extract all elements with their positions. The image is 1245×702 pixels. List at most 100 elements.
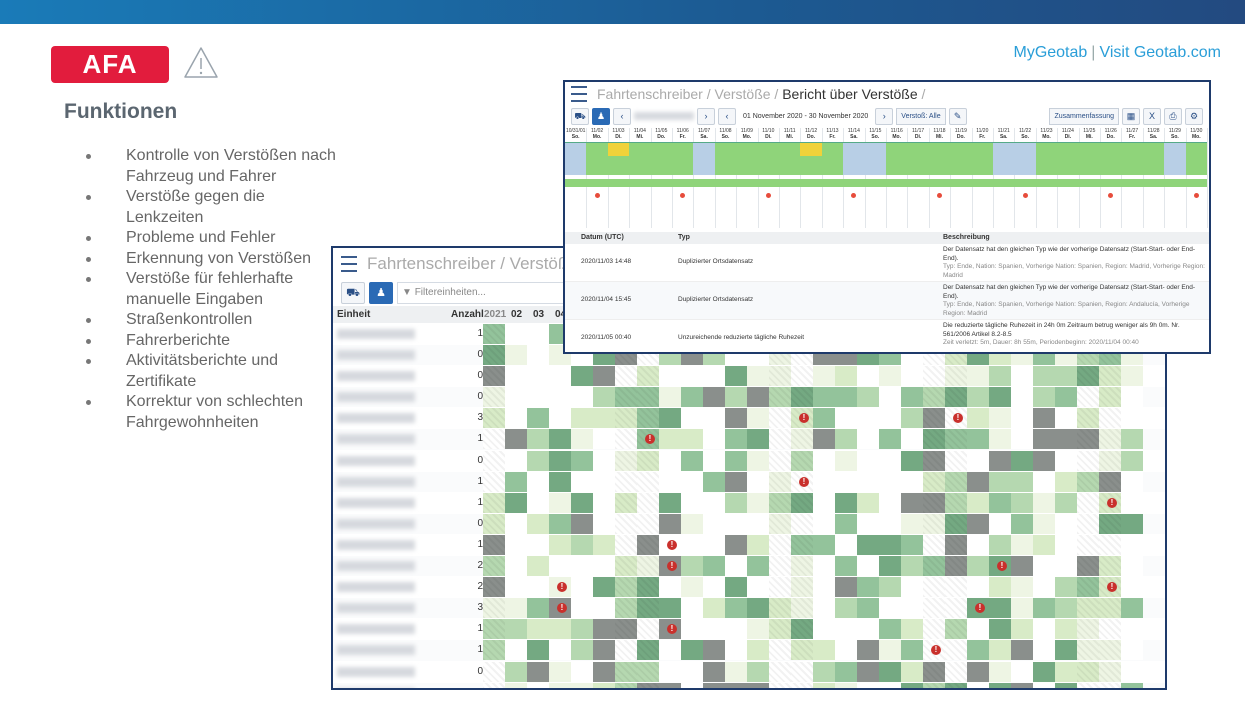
- heat-cell[interactable]: [945, 387, 967, 408]
- heat-cell[interactable]: [945, 492, 967, 513]
- heat-cell[interactable]: [901, 556, 923, 577]
- heat-cell[interactable]: [967, 661, 989, 682]
- heat-cell[interactable]: [505, 682, 527, 688]
- heat-cell[interactable]: [901, 598, 923, 619]
- table-row[interactable]: 2!!: [333, 556, 1165, 578]
- heat-cell[interactable]: [835, 450, 857, 471]
- heat-cell[interactable]: [527, 619, 549, 640]
- heat-cell[interactable]: [527, 556, 549, 577]
- heat-cell[interactable]: [1099, 429, 1121, 450]
- summary-button[interactable]: Zusammenfassung: [1049, 107, 1119, 125]
- heat-cell[interactable]: [1121, 556, 1143, 577]
- timeline-day[interactable]: 11/12 Do.: [800, 128, 823, 228]
- heat-cell[interactable]: [615, 387, 637, 408]
- heat-cell[interactable]: [1055, 387, 1077, 408]
- timeline-day[interactable]: 11/08 So.: [714, 128, 738, 228]
- heat-cell[interactable]: [703, 619, 725, 640]
- violation-alert-icon[interactable]: !: [1107, 497, 1117, 508]
- heat-cell[interactable]: [1099, 450, 1121, 471]
- heat-cell[interactable]: [483, 450, 505, 471]
- heat-cell[interactable]: [505, 429, 527, 450]
- heat-cell[interactable]: [549, 408, 571, 429]
- heat-cell[interactable]: [1121, 408, 1143, 429]
- heat-cell[interactable]: [923, 661, 945, 682]
- table-row[interactable]: 1!: [333, 534, 1165, 557]
- heat-cell[interactable]: [813, 640, 835, 661]
- violation-alert-icon[interactable]: !: [1107, 582, 1117, 593]
- heat-cell[interactable]: [549, 619, 571, 640]
- heat-cell[interactable]: [835, 598, 857, 619]
- heat-cell[interactable]: [527, 492, 549, 513]
- heat-cell[interactable]: [703, 366, 725, 387]
- heat-cell[interactable]: [923, 513, 945, 534]
- heat-cell[interactable]: [813, 492, 835, 513]
- heat-cell[interactable]: [1099, 366, 1121, 387]
- heat-cell[interactable]: [835, 619, 857, 640]
- heat-cell[interactable]: [593, 471, 615, 492]
- heat-cell[interactable]: [967, 619, 989, 640]
- heat-cell[interactable]: [483, 324, 505, 344]
- heat-cell[interactable]: [615, 682, 637, 688]
- breadcrumb-violations[interactable]: Verstöße: [714, 86, 771, 102]
- violation-alert-icon[interactable]: !: [667, 539, 677, 550]
- heat-cell[interactable]: [1033, 682, 1055, 688]
- timeline-day[interactable]: 11/05 Do.: [650, 128, 673, 228]
- prev-unit-button[interactable]: ‹: [613, 107, 631, 125]
- violation-filter-button[interactable]: Verstoß: Alle: [896, 107, 946, 125]
- heat-cell[interactable]: [483, 619, 505, 640]
- heat-cell[interactable]: [857, 577, 879, 598]
- heat-cell[interactable]: [681, 598, 703, 619]
- heat-cell[interactable]: [989, 513, 1011, 534]
- table-icon[interactable]: ▦: [1122, 107, 1140, 125]
- heat-cell[interactable]: [593, 661, 615, 682]
- heat-cell[interactable]: [483, 513, 505, 534]
- heat-cell[interactable]: [637, 450, 659, 471]
- heat-cell[interactable]: [1055, 492, 1077, 513]
- heat-cell[interactable]: [505, 619, 527, 640]
- heat-cell[interactable]: [1033, 429, 1055, 450]
- heat-cell[interactable]: [527, 534, 549, 555]
- heat-cell[interactable]: [1033, 556, 1055, 577]
- heat-cell[interactable]: [901, 387, 923, 408]
- heat-cell[interactable]: [857, 534, 879, 555]
- heat-cell[interactable]: [681, 450, 703, 471]
- heat-cell[interactable]: [1055, 408, 1077, 429]
- heat-cell[interactable]: [725, 450, 747, 471]
- heat-cell[interactable]: [549, 534, 571, 555]
- heat-cell[interactable]: [1077, 619, 1099, 640]
- table-row[interactable]: 2020/11/04 15:45 Duplizierter Ortsdatens…: [565, 282, 1209, 320]
- heat-cell[interactable]: [901, 640, 923, 661]
- violation-marker[interactable]: [1130, 193, 1135, 198]
- heat-cell[interactable]: [813, 534, 835, 555]
- heat-cell[interactable]: [571, 492, 593, 513]
- violation-marker[interactable]: [680, 193, 686, 198]
- heat-cell[interactable]: [813, 513, 835, 534]
- next-unit-button[interactable]: ›: [697, 107, 715, 125]
- heat-cell[interactable]: [1033, 408, 1055, 429]
- heat-cell[interactable]: [1011, 408, 1033, 429]
- heat-cell[interactable]: [747, 534, 769, 555]
- visit-geotab-link[interactable]: Visit Geotab.com: [1099, 44, 1221, 61]
- heat-cell[interactable]: [483, 471, 505, 492]
- heat-cell[interactable]: [593, 534, 615, 555]
- violation-alert-icon[interactable]: !: [667, 624, 677, 635]
- heat-cell[interactable]: [967, 429, 989, 450]
- heat-cell[interactable]: [483, 556, 505, 577]
- heat-cell[interactable]: [681, 492, 703, 513]
- timeline-day[interactable]: 11/13 Fr.: [821, 128, 845, 228]
- heat-cell[interactable]: [1077, 661, 1099, 682]
- heat-cell[interactable]: [725, 556, 747, 577]
- heat-cell[interactable]: [857, 556, 879, 577]
- table-row[interactable]: 1!: [333, 619, 1165, 641]
- violation-marker[interactable]: [894, 193, 899, 198]
- driver-mode-button[interactable]: ♟: [592, 107, 610, 125]
- heat-cell[interactable]: [857, 387, 879, 408]
- heat-cell[interactable]: [791, 513, 813, 534]
- timeline-day[interactable]: 10/31/01 So.: [565, 128, 588, 228]
- heat-cell[interactable]: [637, 598, 659, 619]
- table-row[interactable]: 3!!: [333, 598, 1165, 620]
- heat-cell[interactable]: [989, 661, 1011, 682]
- heat-cell[interactable]: [747, 492, 769, 513]
- heat-cell[interactable]: [637, 471, 659, 492]
- heat-cell[interactable]: [725, 640, 747, 661]
